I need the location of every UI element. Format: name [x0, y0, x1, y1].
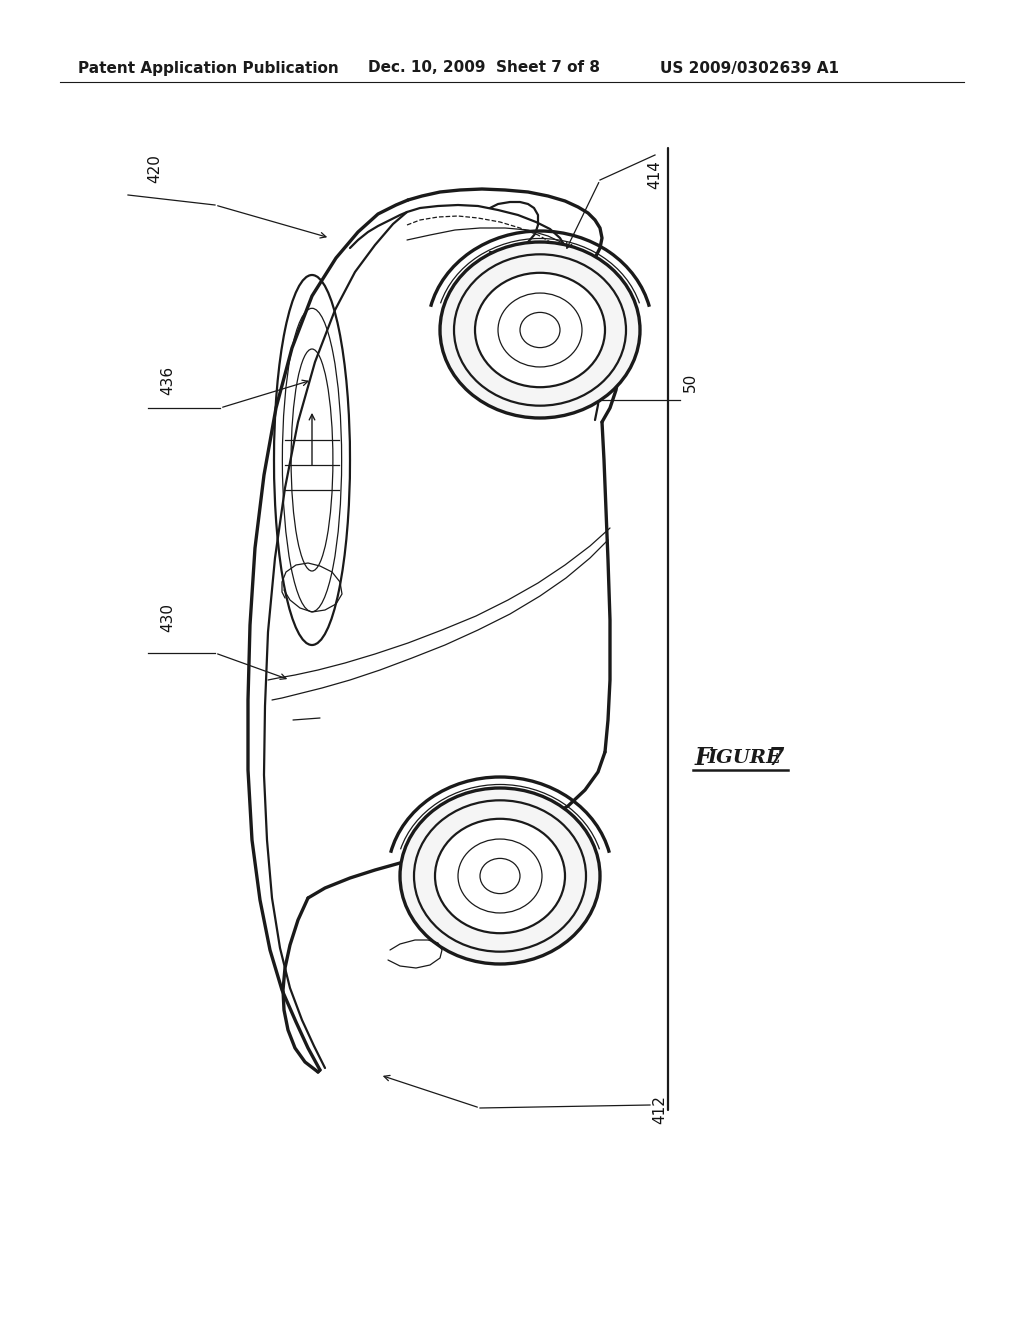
Text: 412: 412: [652, 1096, 668, 1123]
Ellipse shape: [480, 858, 520, 894]
Text: Patent Application Publication: Patent Application Publication: [78, 61, 339, 75]
Ellipse shape: [400, 788, 600, 964]
Ellipse shape: [440, 242, 640, 418]
Text: 7: 7: [768, 746, 784, 770]
Ellipse shape: [498, 293, 582, 367]
Ellipse shape: [435, 818, 565, 933]
Text: IGURE: IGURE: [707, 748, 781, 767]
Text: 430: 430: [161, 603, 175, 632]
Ellipse shape: [520, 313, 560, 347]
Ellipse shape: [475, 273, 605, 387]
Text: 420: 420: [147, 154, 163, 183]
Text: US 2009/0302639 A1: US 2009/0302639 A1: [660, 61, 839, 75]
Text: 436: 436: [161, 366, 175, 395]
Text: 414: 414: [647, 160, 663, 189]
Text: F: F: [695, 746, 712, 770]
Text: Dec. 10, 2009  Sheet 7 of 8: Dec. 10, 2009 Sheet 7 of 8: [368, 61, 600, 75]
Ellipse shape: [458, 840, 542, 913]
Text: 50: 50: [683, 372, 697, 392]
